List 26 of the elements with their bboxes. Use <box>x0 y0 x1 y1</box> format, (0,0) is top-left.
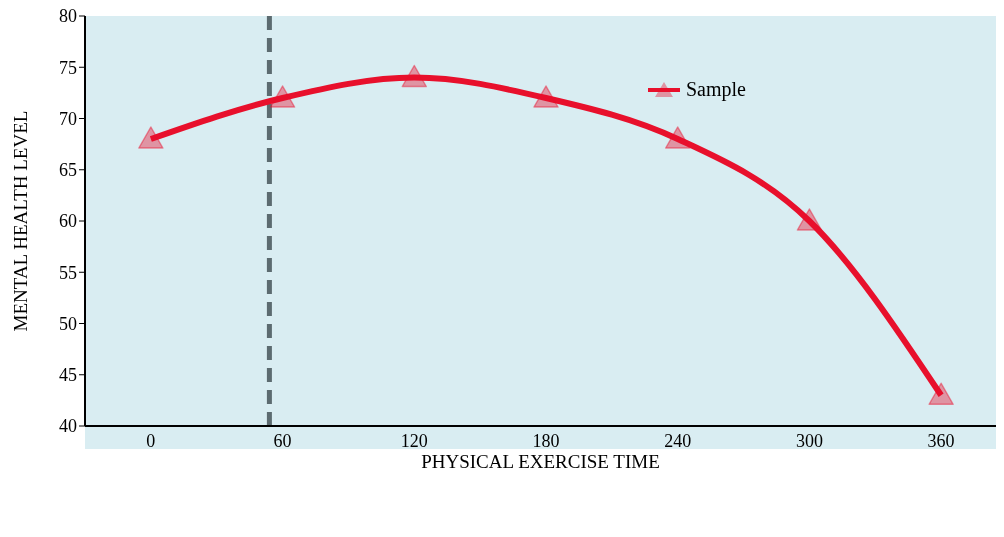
x-tick-label: 180 <box>532 430 560 451</box>
point <box>796 208 823 231</box>
x-tick-label: 120 <box>400 430 428 451</box>
x-axis-title: PHYSICAL EXERCISE TIME <box>421 451 660 472</box>
x-tick-label: 60 <box>273 430 292 451</box>
legend-label: Sample <box>686 78 746 101</box>
y-axis-title: MENTAL HEALTH LEVEL <box>9 110 31 332</box>
y-tick-label: 70 <box>59 108 77 129</box>
y-tick-label: 40 <box>59 416 77 437</box>
point <box>401 64 428 88</box>
y-tick-label: 80 <box>59 6 77 27</box>
y-tick-label: 75 <box>59 57 77 78</box>
x-tick-label: 300 <box>795 430 823 451</box>
x-tick-label: 240 <box>664 430 692 451</box>
point <box>533 85 559 108</box>
y-tick-label: 50 <box>59 313 77 334</box>
x-tick-label: 360 <box>927 430 955 451</box>
point <box>269 85 296 108</box>
point <box>928 382 954 405</box>
y-tick-label: 45 <box>59 365 77 386</box>
point <box>138 126 164 149</box>
y-tick-label: 65 <box>59 160 77 181</box>
x-tick-label: 0 <box>146 430 156 451</box>
y-tick-label: 60 <box>59 211 77 232</box>
y-tick-label: 55 <box>59 262 77 283</box>
point <box>664 126 691 149</box>
